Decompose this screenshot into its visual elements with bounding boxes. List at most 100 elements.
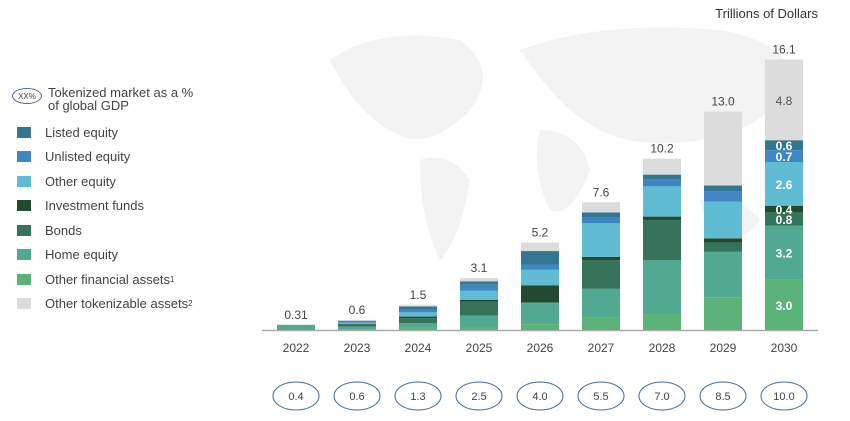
- bar-segment-investment-funds: [521, 285, 559, 303]
- legend-label: Home equity: [45, 247, 118, 263]
- x-tick-label: 2028: [649, 341, 676, 355]
- bar-segment-unlisted-equity: [765, 150, 803, 162]
- gdp-percent-oval: [333, 381, 381, 411]
- gdp-percent-label: 10.0: [773, 391, 794, 403]
- bar-total-label: 10.2: [650, 142, 674, 156]
- segment-label: 0.6: [776, 139, 793, 153]
- x-tick-label: 2027: [588, 341, 615, 355]
- legend-label: Bonds: [45, 222, 82, 238]
- bar-segment-other-equity: [521, 269, 559, 286]
- bar-segment-unlisted-equity: [704, 191, 742, 202]
- bar-segment-other-equity: [704, 201, 742, 239]
- x-tick-label: 2030: [771, 341, 798, 355]
- legend-label: Other tokenizable assets: [45, 296, 189, 312]
- bar-segment-other-financial-assets: [643, 314, 681, 330]
- x-tick-label: 2026: [527, 341, 554, 355]
- bar-segment-other-financial-assets: [338, 329, 376, 330]
- bar-segment-other-financial-assets: [399, 327, 437, 330]
- bar-segment-other-equity: [643, 186, 681, 217]
- bar-segment-other-financial-assets: [521, 324, 559, 330]
- bar-segment-investment-funds: [582, 256, 620, 261]
- bar-segment-home-equity: [460, 315, 498, 328]
- legend-label: Unlisted equity: [45, 149, 131, 165]
- bar-segment-investment-funds: [643, 216, 681, 220]
- gdp-oval-icon: XX%: [12, 88, 42, 104]
- gdp-percent-oval: [455, 381, 503, 411]
- bar-segment-bonds: [643, 219, 681, 261]
- bar-segment-home-equity: [338, 326, 376, 330]
- bar-segment-other-financial-assets: [460, 327, 498, 330]
- bar-segment-other-financial-assets: [582, 317, 620, 330]
- bar-total-label: 7.6: [593, 185, 610, 199]
- bar-segment-other-tokenizable-assets: [643, 158, 681, 175]
- bar-segment-other-tokenizable-assets: [521, 242, 559, 252]
- legend-item: Listed equity: [12, 120, 198, 145]
- bar-segment-bonds: [765, 212, 803, 226]
- gdp-percent-label: 4.0: [532, 391, 547, 403]
- bar-segment-bonds: [338, 324, 376, 327]
- bar-segment-other-equity: [338, 322, 376, 325]
- bar-segment-other-equity: [399, 312, 437, 317]
- bar-segment-home-equity: [521, 303, 559, 325]
- legend-gdp: XX% Tokenized market as a % of global GD…: [12, 86, 198, 112]
- gdp-percent-label: 0.4: [288, 391, 303, 403]
- bar-segment-home-equity: [704, 251, 742, 298]
- segment-label: 0.8: [776, 213, 793, 227]
- segment-label: 3.2: [776, 247, 793, 261]
- bar-segment-other-financial-assets: [704, 297, 742, 330]
- legend-label: Listed equity: [45, 124, 118, 140]
- legend-swatch: [17, 249, 31, 261]
- bar-total-label: 0.31: [284, 308, 308, 322]
- bar-segment-listed-equity: [399, 306, 437, 309]
- legend-swatch: [17, 298, 31, 310]
- segment-label: 0.7: [776, 150, 793, 164]
- bar-segment-unlisted-equity: [521, 264, 559, 270]
- bar-segment-other-tokenizable-assets: [582, 202, 620, 213]
- legend-item: Other equity: [12, 169, 198, 194]
- x-tick-label: 2029: [710, 341, 737, 355]
- bar-segment-bonds: [399, 318, 437, 324]
- segment-label: 3.0: [776, 299, 793, 313]
- bar-segment-home-equity: [277, 324, 315, 330]
- legend-swatch: [17, 126, 31, 138]
- bar-segment-other-equity: [765, 162, 803, 206]
- bar-segment-unlisted-equity: [399, 309, 437, 313]
- bar-segment-investment-funds: [338, 324, 376, 325]
- bar-segment-other-equity: [582, 223, 620, 257]
- gdp-percent-label: 2.5: [471, 391, 486, 403]
- bar-segment-other-tokenizable-assets: [338, 319, 376, 321]
- bar-total-label: 5.2: [532, 226, 549, 240]
- gdp-percent-oval: [272, 381, 320, 411]
- bar-segment-bonds: [460, 301, 498, 316]
- legend-label: Investment funds: [45, 198, 144, 214]
- bar-total-label: 13.0: [711, 95, 735, 109]
- bar-segment-home-equity: [399, 323, 437, 328]
- gdp-percent-oval: [699, 381, 747, 411]
- x-tick-label: 2025: [466, 341, 493, 355]
- legend-gdp-label: Tokenized market as a % of global GDP: [48, 85, 194, 113]
- bar-segment-other-tokenizable-assets: [704, 111, 742, 186]
- bar-segment-other-financial-assets: [765, 279, 803, 330]
- gdp-percent-oval: [394, 381, 442, 411]
- unit-label: Trillions of Dollars: [715, 6, 818, 21]
- gdp-percent-label: 0.6: [349, 391, 364, 403]
- legend-swatch: [17, 200, 31, 212]
- x-tick-label: 2023: [344, 341, 371, 355]
- bar-total-label: 16.1: [772, 43, 796, 57]
- gdp-percent-label: 7.0: [654, 391, 669, 403]
- bar-segment-other-tokenizable-assets: [460, 277, 498, 282]
- gdp-percent-label: 5.5: [593, 391, 608, 403]
- legend: XX% Tokenized market as a % of global GD…: [12, 86, 198, 316]
- bar-segment-listed-equity: [704, 185, 742, 192]
- x-tick-label: 2022: [283, 341, 310, 355]
- bar-segment-investment-funds: [399, 316, 437, 319]
- footnote-marker: 1: [170, 274, 175, 284]
- bar-segment-investment-funds: [460, 299, 498, 302]
- x-tick-label: 2024: [405, 341, 432, 355]
- gdp-percent-oval: [638, 381, 686, 411]
- legend-item: Investment funds: [12, 194, 198, 219]
- world-map-shape: [520, 27, 792, 144]
- segment-label: 4.8: [776, 94, 793, 108]
- bar-segment-unlisted-equity: [643, 179, 681, 187]
